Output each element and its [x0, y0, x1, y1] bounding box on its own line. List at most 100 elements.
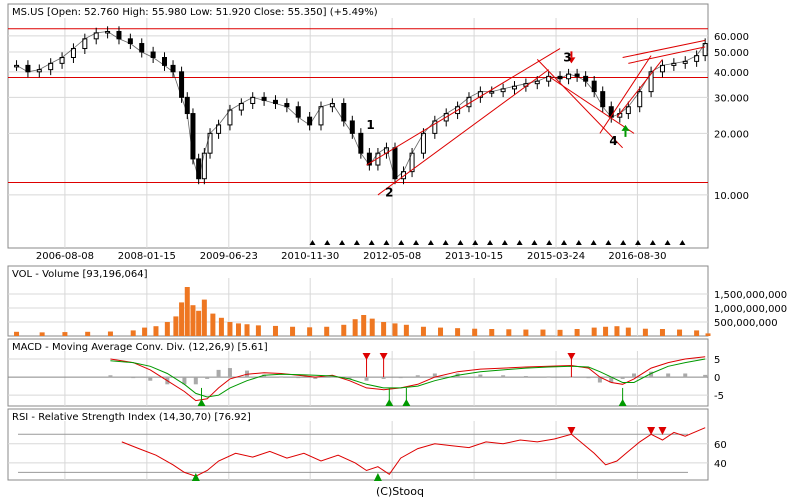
- rsi-y-tick-label: 60: [714, 440, 727, 451]
- event-marker-icon: [635, 240, 641, 245]
- volume-bar: [324, 326, 330, 336]
- event-marker-icon: [324, 240, 331, 245]
- macd-histogram-bar: [523, 376, 528, 378]
- price-close-line: [16, 31, 706, 180]
- macd-histogram-bar: [347, 377, 352, 379]
- macd-histogram-bar: [182, 377, 187, 385]
- volume-bar: [540, 329, 546, 336]
- volume-panel-title: VOL - Volume [93,196,064]: [12, 269, 148, 280]
- macd-line: [110, 356, 706, 402]
- volume-bar: [107, 331, 113, 336]
- event-marker-icon: [590, 240, 597, 245]
- macd-y-tick-label: 5: [714, 355, 720, 366]
- macd-histogram-bar: [703, 374, 708, 378]
- macd-histogram-bar: [313, 377, 318, 379]
- macd-histogram-bar: [330, 376, 335, 378]
- macd-histogram-bar: [131, 377, 136, 379]
- volume-bar: [130, 330, 136, 336]
- event-marker-icon: [413, 240, 420, 245]
- buy-arrow-icon: [621, 124, 630, 131]
- macd-histogram-bar: [609, 377, 614, 383]
- panels-background: [7, 3, 709, 481]
- volume-bar: [39, 332, 45, 336]
- volume-bar: [184, 287, 190, 336]
- trend-channel-line-1: [366, 48, 561, 166]
- macd-histogram-bar: [597, 377, 602, 383]
- volume-bar: [614, 326, 620, 336]
- volume-bar: [341, 324, 347, 336]
- rsi-sell-marker-icon: [567, 427, 576, 435]
- price-x-tick-label: 2015-03-24: [527, 251, 585, 262]
- macd-histogram-bar: [296, 377, 301, 379]
- volume-bar: [403, 324, 409, 336]
- volume-bar: [14, 331, 20, 336]
- event-marker-icon: [383, 240, 390, 245]
- event-marker-icon: [561, 240, 568, 245]
- volume-bar: [705, 333, 711, 336]
- macd-histogram-bar: [148, 377, 153, 381]
- event-marker-icon: [620, 240, 627, 245]
- volume-bar: [255, 325, 261, 336]
- volume-bar: [455, 328, 461, 336]
- rsi-buy-marker-icon: [191, 473, 200, 481]
- volume-bar: [307, 327, 313, 336]
- sell-arrow-icon: [567, 57, 576, 64]
- price-x-tick-label: 2009-06-23: [200, 251, 258, 262]
- macd-y-tick-label: 0: [714, 373, 720, 384]
- volume-bar: [244, 324, 250, 336]
- event-marker-icon: [649, 240, 656, 245]
- price-candle-body: [184, 96, 190, 115]
- trend-channel-line-7: [628, 46, 706, 64]
- price-annotation-4: 4: [609, 134, 617, 148]
- volume-bar: [392, 323, 398, 336]
- trend-channel-line-2: [536, 59, 623, 149]
- event-marker-icon: [501, 240, 508, 245]
- price-x-tick-label: 2013-10-15: [445, 251, 503, 262]
- price-y-tick-label: 20.000: [714, 129, 749, 140]
- volume-bar: [677, 329, 683, 336]
- price-y-tick-label: 60.000: [714, 32, 749, 43]
- price-annotation-2: 2: [385, 186, 393, 200]
- macd-buy-marker-icon: [197, 399, 206, 406]
- volume-bar: [272, 325, 278, 336]
- price-x-tick-label: 2016-08-30: [608, 251, 666, 262]
- macd-histogram-bar: [666, 373, 671, 378]
- volume-bar: [62, 332, 68, 336]
- volume-bar: [290, 326, 296, 336]
- volume-y-tick-label: 500,000,000: [714, 318, 778, 329]
- event-marker-icon: [442, 240, 449, 245]
- price-annotation-1: 1: [366, 118, 374, 132]
- volume-bar: [659, 329, 665, 336]
- macd-histogram-bar: [415, 375, 420, 378]
- volume-bar: [218, 317, 224, 336]
- panel-2-frame: [7, 265, 709, 337]
- macd-y-tick-label: -5: [714, 391, 724, 402]
- event-marker-icon: [339, 240, 346, 245]
- volume-bar: [625, 327, 631, 336]
- macd-histogram-bar: [620, 377, 625, 379]
- volume-bar: [352, 319, 358, 336]
- price-panel-title: MS.US [Open: 52.760 High: 55.980 Low: 51…: [12, 7, 378, 18]
- event-marker-icon: [664, 240, 671, 245]
- macd-panel-title: MACD - Moving Average Conv. Div. (12,26,…: [12, 342, 268, 353]
- rsi-panel-title: RSI - Relative Strength Index (14,30,70)…: [12, 412, 251, 423]
- volume-bar: [369, 318, 375, 336]
- price-candle-body: [207, 132, 213, 154]
- macd-histogram-bar: [546, 376, 551, 378]
- macd-histogram-bar: [501, 375, 506, 378]
- volume-bar: [201, 299, 207, 336]
- rsi-buy-marker-icon: [373, 473, 382, 481]
- volume-bar: [85, 331, 91, 336]
- event-marker-icon: [353, 240, 360, 245]
- volume-y-tick-label: 1,500,000,000: [714, 290, 787, 301]
- volume-bar: [694, 330, 700, 336]
- event-marker-icon: [575, 240, 582, 245]
- macd-histogram-bar: [227, 368, 232, 378]
- price-y-tick-label: 40.000: [714, 68, 749, 79]
- volume-bar: [227, 322, 233, 336]
- labels-layer: 60.000 50.000 40.000 30.000 20.000 10.000 2006…: [12, 7, 787, 470]
- rsi-sell-marker-icon: [647, 427, 656, 435]
- volume-bar: [557, 329, 563, 336]
- volume-bar: [164, 322, 170, 336]
- trend-channel-line-4: [599, 55, 652, 134]
